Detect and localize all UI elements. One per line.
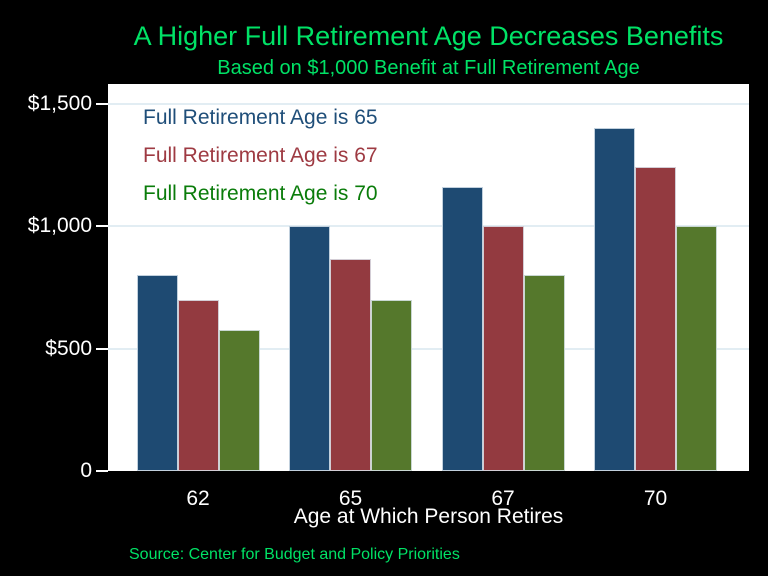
x-tick-label-62: 62 [186, 487, 210, 510]
y-tick-mark-1500 [96, 102, 108, 105]
legend-item-1: Full Retirement Age is 65 [143, 106, 378, 129]
y-tick-mark-0 [96, 470, 108, 472]
y-tick-mark-500 [96, 347, 108, 350]
x-tick-label-70: 70 [643, 487, 668, 510]
y-tick-label-1000: $1,000 [27, 214, 92, 238]
x-axis-title: Age at Which Person Retires [293, 505, 564, 528]
y-tick-mark-1000 [96, 225, 108, 228]
bar-age70-series1 [594, 128, 635, 471]
bar-age67-series1 [441, 186, 483, 471]
source-note: Source: Center for Budget and Policy Pri… [129, 546, 460, 563]
bar-age70-series2 [635, 167, 676, 471]
chart-subtitle: Based on $1,000 Benefit at Full Retireme… [217, 57, 640, 79]
bar-age65-series3 [371, 299, 412, 471]
y-tick-label-0: 0 [80, 459, 92, 482]
legend-item-2: Full Retirement Age is 67 [143, 144, 378, 167]
bar-age65-series1 [289, 226, 330, 471]
chart-title: A Higher Full Retirement Age Decreases B… [133, 21, 724, 51]
y-tick-label-1500: $1,500 [27, 91, 92, 115]
bar-age70-series3 [676, 226, 717, 471]
bar-age67-series3 [523, 275, 565, 471]
y-tick-label-500: $500 [45, 336, 92, 360]
bar-age62-series1 [136, 275, 178, 471]
bar-age62-series3 [218, 330, 260, 471]
x-tick-label-67: 67 [491, 487, 515, 510]
bar-age62-series2 [177, 299, 219, 471]
bar-age67-series2 [482, 226, 524, 471]
gridline-500 [108, 347, 749, 350]
gridline-1500 [108, 102, 749, 105]
gridline-1000 [108, 225, 749, 228]
x-tick-label-65: 65 [338, 487, 363, 510]
legend-item-3: Full Retirement Age is 70 [143, 182, 378, 205]
plot-area: Full Retirement Age is 65 Full Retirement… [108, 84, 749, 471]
bar-age65-series2 [330, 258, 371, 471]
